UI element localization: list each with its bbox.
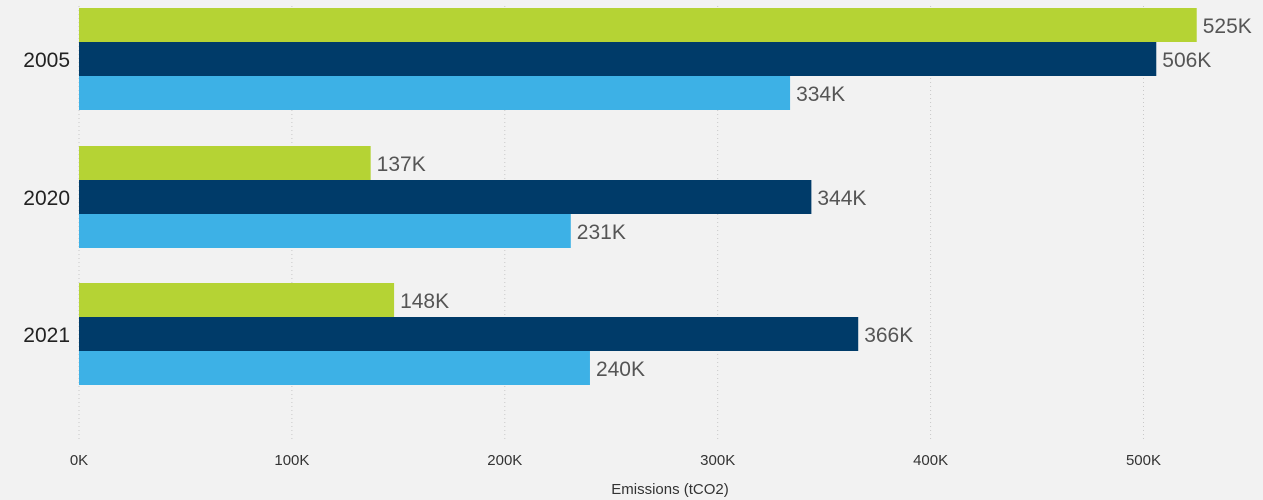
x-tick-label: 500K — [1126, 452, 1161, 469]
x-axis-title: Emissions (tCO2) — [611, 481, 729, 498]
x-tick-label: 100K — [274, 452, 309, 469]
bar — [79, 76, 791, 110]
category-label: 2005 — [23, 49, 70, 72]
x-axis-ticks: 0K 100K 200K 300K 400K 500K — [70, 452, 1161, 469]
data-label: 148K — [400, 290, 449, 313]
data-label: 137K — [377, 153, 426, 176]
data-label: 366K — [864, 324, 913, 347]
data-label: 344K — [817, 187, 866, 210]
data-label: 240K — [596, 358, 645, 381]
value-labels: 525K 506K 334K 137K 344K 231K 148K 366K 240K — [377, 15, 1252, 381]
x-tick-label: 300K — [700, 452, 735, 469]
bar — [79, 283, 395, 317]
bar — [79, 214, 571, 248]
data-label: 231K — [577, 221, 626, 244]
x-tick-label: 0K — [70, 452, 88, 469]
data-label: 334K — [796, 83, 845, 106]
bar — [79, 317, 859, 351]
data-label: 525K — [1203, 15, 1252, 38]
category-labels: 2005 2020 2021 — [23, 49, 70, 347]
category-label: 2020 — [23, 187, 70, 210]
bar — [79, 42, 1157, 76]
bar — [79, 351, 590, 385]
x-tick-label: 400K — [913, 452, 948, 469]
bar — [79, 8, 1197, 42]
data-label: 506K — [1162, 49, 1211, 72]
category-label: 2021 — [23, 324, 70, 347]
bar — [79, 146, 371, 180]
bar — [79, 180, 812, 214]
x-tick-label: 200K — [487, 452, 522, 469]
bars — [79, 8, 1197, 385]
